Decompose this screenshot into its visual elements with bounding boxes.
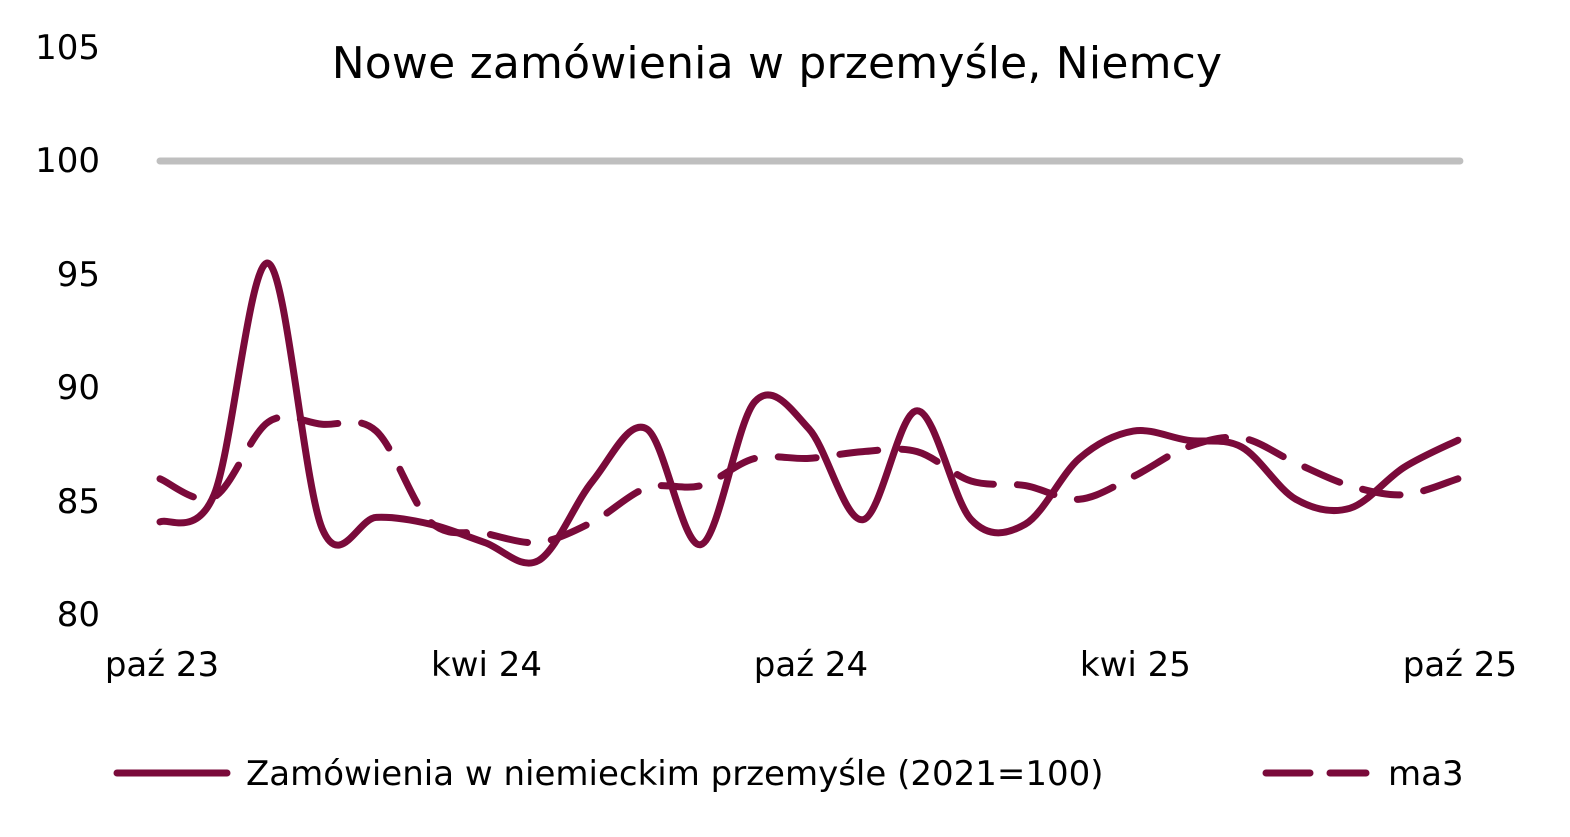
- y-tick-label: 85: [56, 481, 100, 522]
- legend: Zamówienia w niemieckim przemyśle (2021=…: [0, 752, 1570, 796]
- y-tick-label: 100: [35, 141, 100, 181]
- y-tick-label: 95: [56, 254, 100, 295]
- y-tick-label: 80: [56, 595, 100, 635]
- legend-label: ma3: [1388, 754, 1464, 794]
- legend-label: Zamówienia w niemieckim przemyśle (2021=…: [246, 754, 1104, 794]
- x-tick-label: paź 25: [1402, 645, 1518, 685]
- x-tick-label: kwi 24: [430, 645, 542, 685]
- chart-title-text: Nowe zamówienia w przemyśle, Niemcy: [331, 38, 1223, 89]
- x-tick-label: paź 23: [104, 645, 220, 685]
- series-line-ma3: [156, 413, 1462, 547]
- chart-title: Nowe zamówienia w przemyśle, Niemcy: [0, 38, 1570, 89]
- y-tick-label: 105: [35, 27, 100, 68]
- y-tick-label: 90: [56, 368, 100, 408]
- legend-item-ma3: ma3: [1380, 752, 1464, 796]
- x-tick-label: paź 24: [753, 645, 869, 685]
- x-tick-label: kwi 25: [1079, 645, 1191, 685]
- series-line-orders: [156, 259, 1462, 567]
- legend-item-orders: Zamówienia w niemieckim przemyśle (2021=…: [238, 752, 1104, 796]
